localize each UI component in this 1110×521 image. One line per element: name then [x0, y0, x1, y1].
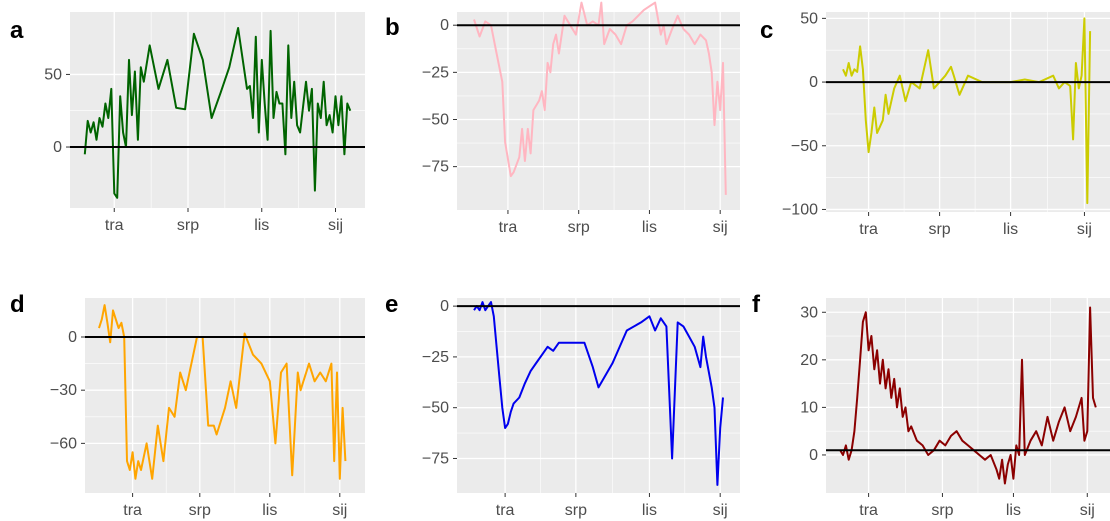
panel-c: tra srp lis sij 50 0 −50 −100 c	[760, 10, 1110, 238]
x-tick-label: sij	[1080, 502, 1095, 519]
series-line	[473, 1, 727, 195]
y-tick-label: 0	[440, 17, 449, 34]
x-tick-label: tra	[123, 502, 142, 519]
x-tick-label: srp	[177, 217, 199, 234]
panel-label: f	[752, 291, 761, 318]
y-tick-label: 50	[800, 10, 818, 27]
x-tick-label: srp	[189, 502, 211, 519]
x-tick-label: tra	[859, 221, 878, 238]
y-tick-label: −50	[791, 138, 818, 155]
x-tick-label: srp	[928, 221, 950, 238]
panel-e: tra srp lis sij 0 −25 −50 −75 e	[385, 291, 740, 519]
x-tick-label: lis	[642, 502, 657, 519]
x-tick-label: sij	[713, 219, 728, 236]
y-tick-label: 0	[53, 139, 62, 156]
series-line	[842, 17, 1092, 205]
y-tick-label: −25	[422, 64, 449, 81]
x-tick-label: lis	[642, 219, 657, 236]
panel-label: e	[385, 291, 398, 318]
series-line	[473, 301, 724, 486]
x-tick-label: lis	[1003, 221, 1018, 238]
y-tick-label: −100	[782, 201, 818, 218]
x-tick-label: srp	[931, 502, 953, 519]
x-tick-label: tra	[105, 217, 124, 234]
panel-label: c	[760, 17, 773, 44]
y-tick-label: −60	[50, 435, 77, 452]
panel-label: b	[385, 14, 400, 41]
y-tick-label: −50	[422, 111, 449, 128]
panel-a: tra srp lis sij 0 50 a	[10, 12, 365, 234]
y-tick-label: −75	[422, 159, 449, 176]
x-tick-label: sij	[328, 217, 343, 234]
x-tick-label: srp	[565, 502, 587, 519]
y-tick-label: 20	[800, 352, 818, 369]
y-tick-label: 0	[809, 74, 818, 91]
panel-background	[457, 298, 740, 493]
y-tick-label: −75	[422, 450, 449, 467]
panel-background	[826, 298, 1110, 493]
y-tick-label: 10	[800, 399, 818, 416]
x-tick-label: sij	[713, 502, 728, 519]
panel-b: tra srp lis sij 0 −25 −50 −75 b	[385, 1, 740, 236]
panel-label: d	[10, 291, 25, 318]
x-tick-label: lis	[254, 217, 269, 234]
y-tick-label: 30	[800, 304, 818, 321]
series-line	[83, 27, 352, 199]
x-tick-label: sij	[332, 502, 347, 519]
x-tick-label: tra	[499, 219, 518, 236]
y-tick-label: −30	[50, 382, 77, 399]
y-tick-label: 0	[809, 447, 818, 464]
x-tick-label: lis	[262, 502, 277, 519]
panel-background	[457, 12, 740, 210]
panel-label: a	[10, 17, 24, 44]
x-tick-label: sij	[1077, 221, 1092, 238]
panel-f: tra srp lis sij 0 10 20 30 f	[752, 291, 1110, 519]
y-tick-label: 0	[440, 298, 449, 315]
series-line	[839, 306, 1097, 485]
x-tick-label: srp	[568, 219, 590, 236]
y-tick-label: −50	[422, 400, 449, 417]
x-tick-label: tra	[859, 502, 878, 519]
x-tick-label: tra	[496, 502, 515, 519]
x-tick-label: lis	[1006, 502, 1021, 519]
y-tick-label: 0	[68, 329, 77, 346]
y-tick-label: −25	[422, 349, 449, 366]
panel-d: tra srp lis sij 0 −30 −60 d	[10, 291, 365, 519]
y-tick-label: 50	[44, 66, 62, 83]
